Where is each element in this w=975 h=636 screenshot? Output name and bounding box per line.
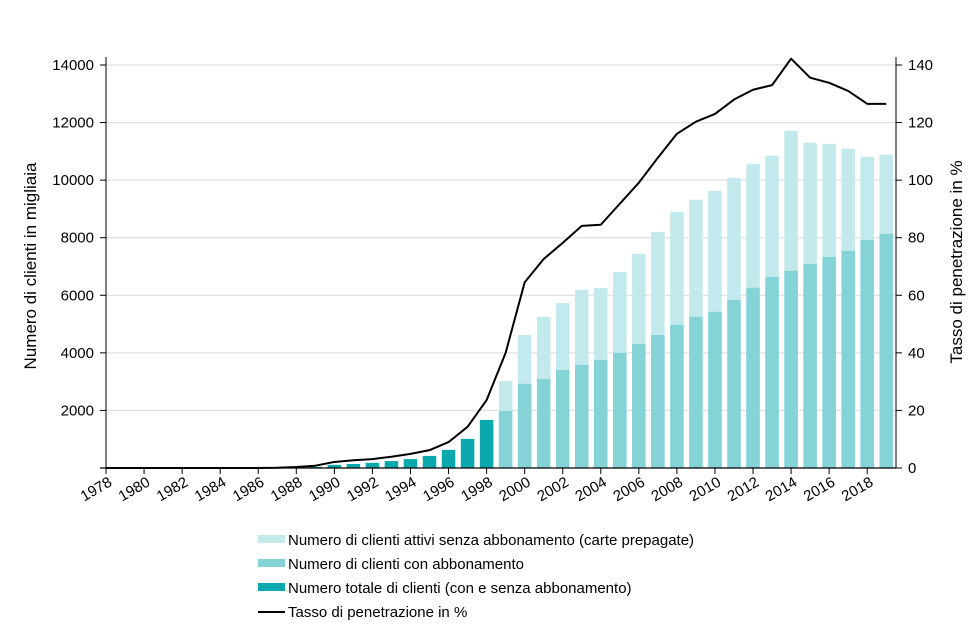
x-tick-label: 2002 (534, 474, 571, 505)
x-tick-label: 1998 (458, 474, 495, 505)
legend-label: Tasso di penetrazione in % (288, 604, 467, 621)
bars (289, 130, 893, 469)
bar-subscription (746, 287, 760, 468)
bar-subscription (613, 352, 627, 468)
x-tick-label: 1988 (268, 474, 305, 505)
x-tick-label: 1994 (382, 474, 419, 505)
bar-total (479, 419, 494, 468)
x-tick-label: 2006 (610, 474, 647, 505)
bar-total (441, 449, 456, 468)
legend-label: Numero totale di clienti (con e senza ab… (288, 580, 632, 597)
bar-subscription (879, 233, 893, 468)
legend-swatch (258, 535, 285, 543)
bar-total (365, 462, 380, 468)
y2-tick-label: 140 (908, 57, 933, 74)
y-tick-label: 14000 (52, 57, 94, 74)
bar-subscription (803, 263, 817, 468)
bar-total (384, 461, 399, 468)
x-tick-label: 1984 (192, 474, 229, 505)
x-tick-label: 1996 (420, 474, 457, 505)
x-tick-label: 1992 (344, 474, 381, 505)
x-tick-label: 2004 (572, 474, 609, 505)
bar-subscription (727, 299, 741, 468)
legend-swatch (258, 583, 285, 591)
y2-axis-title: Tasso di penetrazione in % (947, 160, 966, 363)
bar-total (403, 459, 418, 468)
x-tick-label: 1986 (230, 474, 267, 505)
x-tick-label: 2012 (725, 474, 762, 505)
y2-tick-label: 40 (908, 345, 925, 362)
legend: Numero di clienti attivi senza abbonamen… (258, 532, 694, 621)
bar-subscription (841, 250, 855, 468)
x-tick-label: 2000 (496, 474, 533, 505)
x-tick-label: 1978 (78, 474, 115, 505)
x-tick-label: 2018 (839, 474, 876, 505)
bar-subscription (689, 316, 703, 468)
legend-label: Numero di clienti attivi senza abbonamen… (288, 532, 694, 549)
bar-subscription (498, 411, 513, 468)
bar-subscription (517, 383, 532, 468)
bar-total (346, 463, 361, 468)
bar-subscription (708, 311, 722, 468)
y-tick-label: 4000 (61, 345, 94, 362)
y2-tick-label: 20 (908, 402, 925, 419)
bar-subscription (765, 276, 779, 468)
bar-subscription (575, 364, 589, 468)
x-tick-label: 2010 (687, 474, 724, 505)
legend-label: Numero di clienti con abbonamento (288, 556, 524, 573)
y-axis-title: Numero di clienti in migliaia (21, 162, 40, 369)
bar-subscription (860, 240, 874, 468)
bar-subscription (555, 370, 570, 468)
y2-tick-label: 0 (908, 460, 916, 477)
y-tick-label: 12000 (52, 115, 94, 132)
bar-total (327, 464, 342, 468)
x-tick-label: 2008 (648, 474, 685, 505)
y2-tick-label: 120 (908, 115, 933, 132)
x-tick-label: 1980 (116, 474, 153, 505)
y2-tick-label: 60 (908, 287, 925, 304)
y-tick-label: 10000 (52, 172, 94, 189)
y-tick-label: 6000 (61, 287, 94, 304)
y-tick-label: 8000 (61, 230, 94, 247)
x-tick-label: 1982 (154, 474, 191, 505)
gridlines (106, 64, 896, 411)
bar-total (422, 455, 437, 468)
bar-total (460, 438, 475, 468)
x-tick-label: 2016 (801, 474, 838, 505)
bar-subscription (670, 324, 684, 468)
x-tick-label: 2014 (763, 474, 800, 505)
bar-subscription (651, 335, 665, 468)
bar-subscription (784, 270, 798, 468)
bar-subscription (536, 379, 551, 468)
y-tick-label: 2000 (61, 402, 94, 419)
x-tick-label: 1990 (306, 474, 343, 505)
bar-subscription (822, 257, 836, 468)
legend-swatch (258, 559, 285, 567)
bar-subscription (632, 343, 646, 468)
bar-subscription (594, 360, 608, 468)
y2-tick-label: 80 (908, 230, 925, 247)
y2-tick-label: 100 (908, 172, 933, 189)
